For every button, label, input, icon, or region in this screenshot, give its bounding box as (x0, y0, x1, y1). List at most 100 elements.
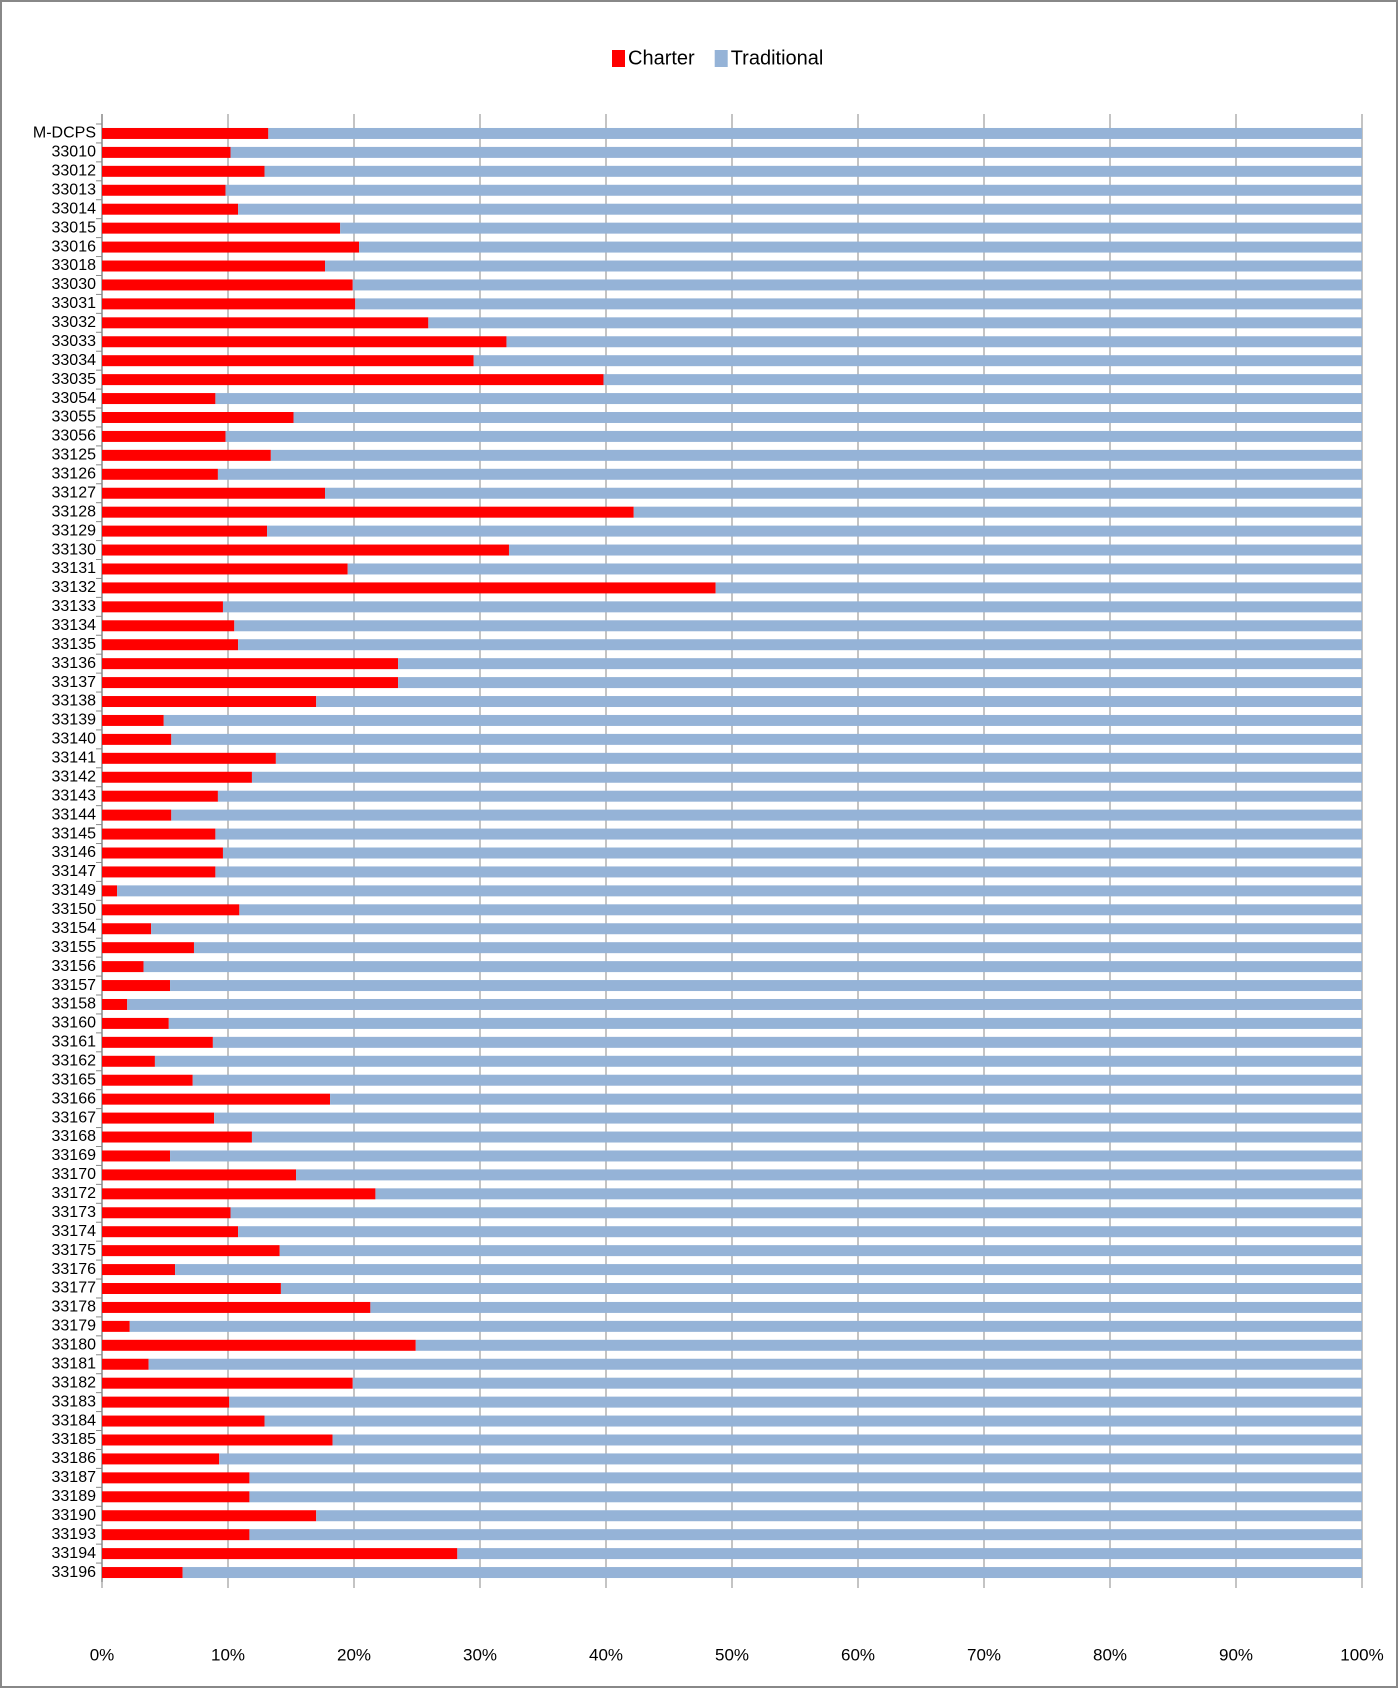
y-tick-label: 33010 (52, 144, 97, 161)
y-tick-label: 33165 (52, 1071, 97, 1088)
bar-segment (102, 468, 218, 480)
x-tick-label: 70% (967, 1645, 1001, 1664)
y-tick-label: 33193 (52, 1526, 97, 1543)
y-tick-label: 33131 (52, 560, 97, 577)
y-tick-label: 33134 (52, 617, 97, 634)
bar-segment (251, 771, 1363, 783)
y-tick-label: 33190 (52, 1507, 97, 1524)
bar-segment (229, 1396, 1362, 1408)
bar-segment (102, 1510, 317, 1522)
bar-segment (102, 1491, 250, 1503)
bar-segment (264, 165, 1362, 177)
bar-segment (154, 1055, 1362, 1067)
bar-segment (102, 1226, 239, 1238)
bar-segment (102, 1074, 193, 1086)
bar-segment (102, 449, 271, 461)
bar-segment (102, 317, 429, 329)
y-tick-label: 33034 (52, 352, 97, 369)
legend-swatch (714, 50, 728, 67)
bar-segment (102, 1150, 171, 1162)
bar-segment (264, 1415, 1362, 1427)
y-tick-label: 33185 (52, 1431, 97, 1448)
y-tick-label: 33056 (52, 428, 97, 445)
bar-segment (102, 1131, 252, 1143)
bar-segment (102, 1188, 376, 1200)
y-tick-label: 33162 (52, 1053, 97, 1070)
y-tick-label: 33015 (52, 219, 97, 236)
bar-segment (102, 165, 265, 177)
bar-segment (102, 412, 294, 423)
bar-segment (102, 809, 172, 821)
y-tick-label: 33033 (52, 333, 97, 350)
y-tick-label: 33167 (52, 1109, 97, 1126)
y-tick-label: 33154 (52, 920, 97, 937)
bar-segment (102, 1093, 331, 1105)
bar-segment (316, 1510, 1363, 1522)
x-tick-label: 80% (1093, 1645, 1127, 1664)
y-tick-label: 33140 (52, 731, 97, 748)
y-tick-label: 33130 (52, 541, 97, 558)
bar-segment (102, 525, 268, 537)
y-tick-label: 33012 (52, 163, 97, 180)
bar-segment (102, 639, 239, 651)
x-tick-label: 20% (337, 1645, 371, 1664)
bar-segment (347, 563, 1362, 575)
bar-segment (102, 1548, 458, 1560)
y-tick-label: 33031 (52, 295, 97, 312)
y-tick-label: 33054 (52, 390, 97, 407)
y-tick-label: 33180 (52, 1337, 97, 1354)
bar-segment (171, 733, 1362, 745)
y-tick-label: 33127 (52, 484, 97, 501)
x-tick-label: 100% (1340, 1645, 1383, 1664)
y-tick-label: 33175 (52, 1242, 97, 1259)
bar-segment (219, 1453, 1363, 1465)
x-tick-label: 60% (841, 1645, 875, 1664)
bar-segment (102, 1245, 280, 1257)
bar-segment (102, 222, 341, 234)
y-tick-label: 33126 (52, 466, 97, 483)
bar-segment (102, 696, 317, 708)
bar-segment (170, 980, 1362, 992)
bar-segment (102, 980, 171, 992)
y-tick-label: 33147 (52, 863, 97, 880)
bar-segment (215, 393, 1362, 405)
bar-segment (375, 1188, 1362, 1200)
bar-segment (352, 279, 1362, 291)
bar-segment (102, 733, 172, 745)
bar-segment (102, 1017, 169, 1029)
y-tick-label: 33146 (52, 844, 97, 861)
y-tick-label: 33181 (52, 1355, 97, 1372)
bar-segment (214, 1112, 1362, 1124)
bar-segment (102, 1434, 333, 1446)
bar-segment (102, 1036, 213, 1048)
y-tick-label: 33055 (52, 409, 97, 426)
y-tick-label: 33182 (52, 1374, 97, 1391)
y-tick-label: 33184 (52, 1412, 97, 1429)
bar-segment (508, 544, 1363, 556)
bar-segment (192, 1074, 1363, 1086)
x-tick-label: 30% (463, 1645, 497, 1664)
bar-segment (102, 1207, 231, 1219)
bar-segment (102, 582, 716, 594)
y-tick-label: 33138 (52, 693, 97, 710)
bar-segment (102, 279, 353, 291)
y-tick-label: 33135 (52, 636, 97, 653)
bar-segment (102, 487, 326, 499)
bar-segment (415, 1339, 1362, 1351)
bar-segment (316, 696, 1363, 708)
y-tick-label: 33187 (52, 1469, 97, 1486)
bar-segment (102, 203, 239, 215)
bar-segment (251, 1131, 1363, 1143)
bar-segment (102, 923, 152, 935)
bar-segment (428, 317, 1363, 329)
bar-segment (249, 1472, 1362, 1484)
bar-segment (102, 241, 360, 253)
bar-segment (217, 790, 1362, 802)
y-tick-label: 33166 (52, 1090, 97, 1107)
bar-segment (102, 184, 226, 196)
bar-segment (102, 506, 634, 518)
y-tick-label: 33132 (52, 579, 97, 596)
y-tick-label: 33173 (52, 1204, 97, 1221)
bar-segment (238, 1226, 1363, 1238)
